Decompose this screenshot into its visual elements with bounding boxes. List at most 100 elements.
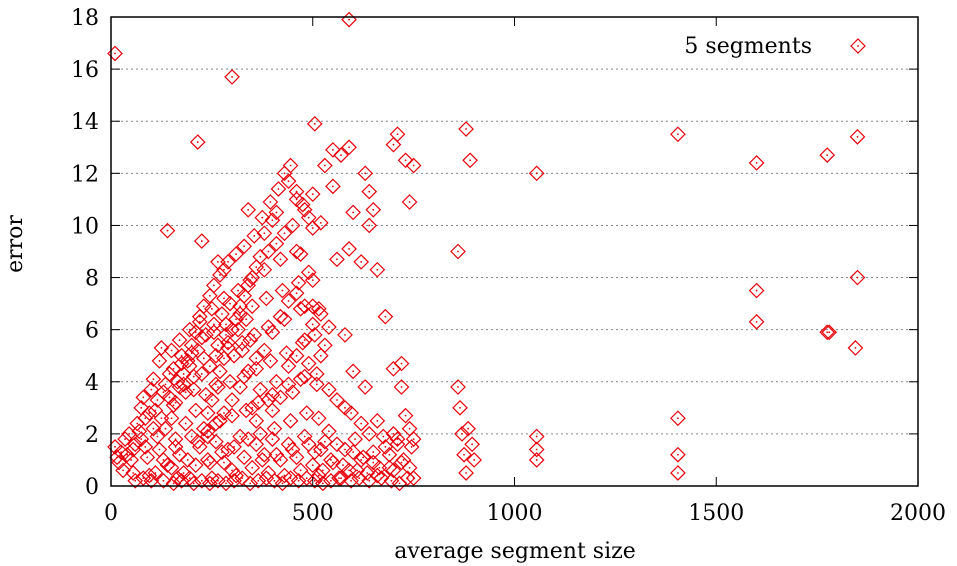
data-point — [129, 415, 146, 432]
data-point — [248, 259, 265, 275]
data-point — [343, 405, 359, 421]
data-point — [224, 392, 240, 408]
data-point — [670, 446, 686, 463]
y-tick-label: 16 — [71, 58, 99, 83]
data-point — [199, 405, 216, 421]
data-point — [748, 155, 765, 171]
data-point — [288, 449, 305, 466]
data-point — [268, 204, 285, 221]
data-point — [248, 360, 265, 377]
data-point — [294, 334, 311, 351]
data-point — [462, 152, 478, 169]
data-point — [169, 373, 186, 390]
data-point — [312, 306, 329, 322]
data-point — [258, 470, 275, 487]
data-point — [173, 347, 190, 364]
data-point — [466, 452, 482, 468]
data-point — [300, 264, 317, 281]
y-tick-label: 8 — [85, 267, 99, 292]
data-point — [337, 441, 353, 458]
data-point — [276, 467, 293, 484]
data-point — [298, 470, 315, 487]
data-point — [204, 300, 220, 317]
data-point — [300, 355, 317, 372]
data-point — [167, 394, 184, 411]
data-point — [256, 261, 273, 278]
data-point — [266, 420, 283, 437]
data-point — [454, 426, 470, 442]
data-point — [748, 314, 765, 330]
data-point — [250, 472, 267, 489]
data-point — [177, 384, 194, 401]
data-point — [345, 204, 361, 221]
data-point — [159, 222, 176, 239]
data-point — [292, 371, 309, 388]
data-point — [212, 267, 228, 283]
data-point — [199, 428, 216, 445]
data-point — [193, 233, 210, 249]
data-point — [361, 426, 378, 442]
x-axis-label: average segment size — [394, 539, 636, 564]
data-point — [181, 470, 198, 487]
data-point — [131, 423, 148, 440]
data-point — [528, 428, 545, 445]
data-point — [337, 327, 353, 343]
data-point — [119, 446, 135, 463]
data-point — [272, 251, 289, 268]
data-point — [236, 449, 253, 466]
data-point — [145, 420, 162, 437]
data-point — [228, 246, 244, 262]
data-point — [260, 243, 277, 260]
data-point — [383, 472, 400, 489]
data-point — [212, 363, 228, 380]
data-point — [304, 316, 321, 333]
data-point — [290, 274, 307, 291]
legend-diamond-icon — [850, 38, 866, 54]
y-tick-label: 18 — [71, 6, 99, 31]
data-point — [264, 431, 281, 447]
data-point — [238, 402, 255, 419]
data-point — [163, 342, 180, 359]
data-point — [135, 470, 152, 487]
data-point — [141, 405, 158, 421]
data-point — [325, 142, 341, 158]
data-point — [258, 290, 275, 307]
data-point — [177, 415, 194, 432]
data-point — [310, 410, 327, 427]
data-point — [204, 392, 220, 408]
data-point — [171, 446, 188, 463]
data-point — [161, 389, 178, 406]
data-point — [232, 379, 248, 395]
data-point — [202, 287, 218, 304]
data-points — [107, 11, 866, 492]
data-point — [456, 446, 472, 463]
data-point — [143, 472, 160, 489]
data-point — [272, 389, 289, 406]
data-point — [199, 452, 216, 468]
data-point — [308, 366, 325, 382]
data-point — [371, 459, 388, 476]
data-point — [821, 324, 838, 341]
data-point — [232, 428, 248, 445]
data-point — [210, 337, 226, 354]
data-point — [260, 319, 277, 335]
data-point — [145, 371, 162, 388]
data-point — [165, 360, 182, 377]
data-point — [314, 475, 331, 492]
data-point — [252, 381, 269, 398]
data-point — [341, 241, 357, 257]
data-point — [341, 11, 357, 28]
data-point — [202, 454, 218, 471]
data-point — [171, 332, 188, 348]
data-point — [377, 308, 394, 325]
data-point — [458, 465, 474, 481]
y-tick-label: 4 — [85, 371, 99, 396]
data-point — [343, 472, 359, 489]
data-point — [306, 472, 323, 489]
data-point — [849, 129, 866, 145]
x-tick-label: 500 — [292, 501, 334, 526]
data-point — [187, 457, 204, 474]
data-point — [329, 436, 345, 453]
data-point — [234, 470, 250, 487]
